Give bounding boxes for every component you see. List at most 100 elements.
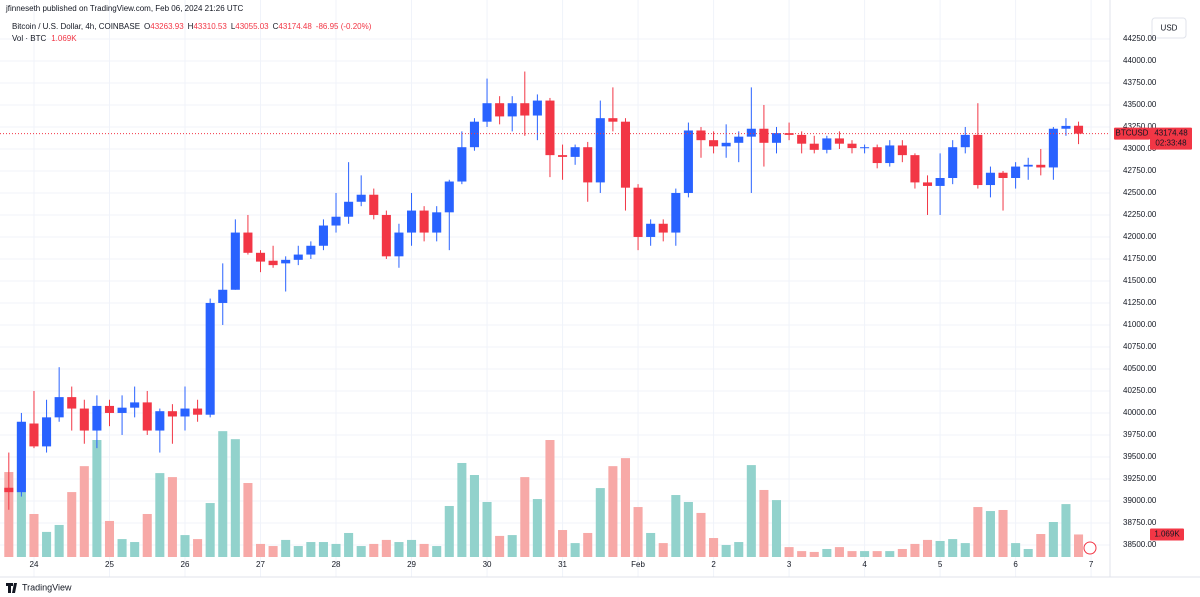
candle-body: [1011, 166, 1021, 179]
candle-body: [671, 192, 681, 233]
change: -86.95 (-0.20%): [316, 22, 372, 31]
candle-body: [457, 147, 467, 182]
x-tick-label: 26: [181, 560, 190, 569]
volume-bar: [42, 531, 52, 557]
candle-body: [444, 181, 454, 213]
candle-body: [205, 302, 215, 415]
y-tick-label: 41750.00: [1123, 254, 1157, 263]
symbol-tag: [1114, 127, 1150, 140]
y-tick-label: 39500.00: [1123, 452, 1157, 461]
volume-bar: [797, 551, 807, 557]
x-tick-label: 29: [407, 560, 416, 569]
y-tick-label: 41250.00: [1123, 298, 1157, 307]
volume-bar: [356, 546, 366, 557]
volume-bar: [369, 543, 379, 557]
candle-body: [809, 143, 819, 150]
replay-icon[interactable]: [1083, 541, 1097, 555]
volume-bar: [104, 520, 115, 557]
candle-body: [558, 155, 568, 157]
x-tick-label: 28: [332, 560, 341, 569]
y-tick-label: 42750.00: [1123, 166, 1157, 175]
x-tick-label: Feb: [631, 560, 645, 569]
candle-body: [532, 100, 542, 116]
candle-body: [721, 142, 731, 147]
candle-body: [834, 138, 844, 144]
x-tick-label: 24: [30, 560, 39, 569]
ohlc-label: L: [231, 22, 236, 31]
candle-body: [570, 147, 580, 157]
candle-body: [4, 487, 14, 493]
currency-button[interactable]: [1151, 17, 1187, 39]
ohlc-label: O: [144, 22, 150, 31]
candle-body: [545, 100, 555, 156]
y-tick-label: 40500.00: [1123, 364, 1157, 373]
volume-bar: [394, 542, 404, 557]
candle-body: [268, 260, 278, 266]
volume-bar: [507, 535, 517, 557]
y-tick-label: 42000.00: [1123, 232, 1157, 241]
candle-body: [583, 147, 593, 183]
volume-bar: [268, 546, 278, 557]
volume-bar: [1011, 543, 1021, 557]
candle-body: [897, 145, 907, 156]
grid: [0, 0, 1110, 577]
x-tick-label: 4: [862, 560, 867, 569]
volume-bar: [92, 440, 102, 557]
candle-body: [746, 128, 756, 137]
low-value: 43055.03: [235, 22, 269, 31]
volume-legend: Vol · BTC 1.069K: [12, 34, 77, 43]
volume-bar: [709, 538, 719, 557]
candle-pane: [4, 71, 1084, 510]
icon[interactable]: [1083, 541, 1097, 555]
candle-body: [822, 138, 832, 150]
volume-bar: [1061, 504, 1071, 557]
y-tick-label: 40000.00: [1123, 408, 1157, 417]
y-tick-label: 38750.00: [1123, 518, 1157, 527]
x-tick-label: 31: [558, 560, 567, 569]
volume-bar: [683, 501, 693, 557]
candle-body: [29, 423, 39, 447]
volume-bar: [860, 551, 870, 557]
volume-bar: [935, 540, 945, 557]
volume-bar: [1048, 522, 1058, 557]
volume-bar: [281, 539, 291, 557]
candle-body: [771, 133, 782, 143]
volume-bar: [29, 513, 39, 557]
candle-body: [54, 397, 64, 418]
candle-body: [658, 223, 668, 233]
candle-body: [520, 103, 530, 116]
volume-bar: [255, 543, 266, 557]
volume-bar: [721, 544, 731, 557]
volume-bar: [117, 539, 127, 557]
candle-body: [960, 134, 970, 148]
volume-bar: [558, 530, 568, 557]
candle-body: [293, 254, 303, 260]
volume-bar: [344, 532, 354, 557]
candle-body: [985, 172, 995, 186]
volume-bar: [646, 532, 656, 557]
logo: [6, 583, 17, 593]
volume-bar: [243, 483, 253, 557]
volume-bar: [205, 503, 215, 557]
volume-bar: [998, 509, 1008, 557]
candle-body: [948, 147, 958, 179]
volume-bar: [1074, 534, 1084, 557]
volume-bar: [532, 499, 542, 557]
volume-bar: [583, 532, 593, 557]
candle-body: [306, 245, 316, 255]
volume-bar: [658, 543, 668, 557]
candle-body: [167, 411, 177, 417]
x-tick-label: 25: [105, 560, 114, 569]
currency[interactable]: USD: [1161, 24, 1178, 33]
volume-bar: [696, 512, 706, 557]
candle-body: [620, 121, 631, 188]
y-tick-label: 38500.00: [1123, 540, 1157, 549]
candle-body: [1074, 125, 1084, 134]
y-tick-label: 43250.00: [1123, 122, 1157, 131]
y-tick-label: 39750.00: [1123, 430, 1157, 439]
volume-bar: [230, 439, 240, 557]
candle-body: [180, 408, 190, 417]
candle-body: [910, 155, 920, 183]
